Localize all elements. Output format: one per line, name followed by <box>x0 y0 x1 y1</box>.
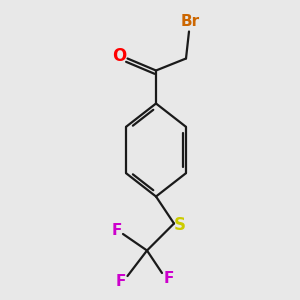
Text: O: O <box>112 47 126 65</box>
Text: F: F <box>116 274 126 290</box>
Text: F: F <box>164 271 174 286</box>
Text: S: S <box>173 216 185 234</box>
Text: F: F <box>111 223 122 238</box>
Text: Br: Br <box>181 14 200 29</box>
